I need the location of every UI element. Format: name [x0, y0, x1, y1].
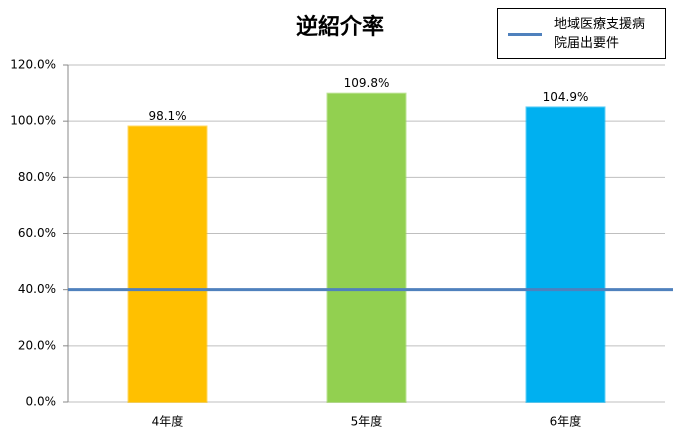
legend-swatch	[508, 33, 542, 36]
bar	[525, 106, 606, 404]
value-label: 104.9%	[543, 90, 589, 104]
y-tick-label: 20.0%	[18, 338, 56, 352]
value-label: 98.1%	[148, 109, 186, 123]
y-tick-label: 80.0%	[18, 170, 56, 184]
x-tick-label: 5年度	[351, 414, 383, 429]
chart-title: 逆紹介率	[296, 14, 384, 40]
bar	[127, 125, 208, 403]
y-tick-label: 60.0%	[18, 226, 56, 240]
y-tick-label: 0.0%	[26, 395, 57, 409]
x-tick-label: 6年度	[550, 414, 582, 429]
bar	[326, 92, 407, 404]
x-tick-label: 4年度	[152, 414, 184, 429]
y-tick-label: 100.0%	[10, 114, 56, 128]
y-tick-label: 120.0%	[10, 58, 56, 72]
legend-label: 地域医療支援病院届出要件	[554, 17, 646, 51]
y-tick-label: 40.0%	[18, 282, 56, 296]
value-label: 109.8%	[344, 76, 390, 90]
legend: 地域医療支援病院届出要件	[497, 8, 666, 59]
